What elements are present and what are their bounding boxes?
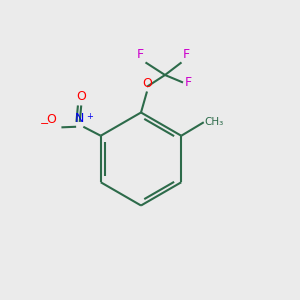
Text: −: − — [40, 119, 50, 129]
Text: F: F — [183, 48, 190, 61]
Text: CH₃: CH₃ — [205, 117, 224, 127]
Text: N: N — [75, 112, 84, 125]
Text: +: + — [86, 112, 93, 121]
Text: F: F — [137, 48, 144, 61]
Text: O: O — [142, 77, 152, 90]
Text: F: F — [184, 76, 192, 89]
Text: O: O — [46, 113, 56, 126]
Text: O: O — [76, 90, 86, 103]
